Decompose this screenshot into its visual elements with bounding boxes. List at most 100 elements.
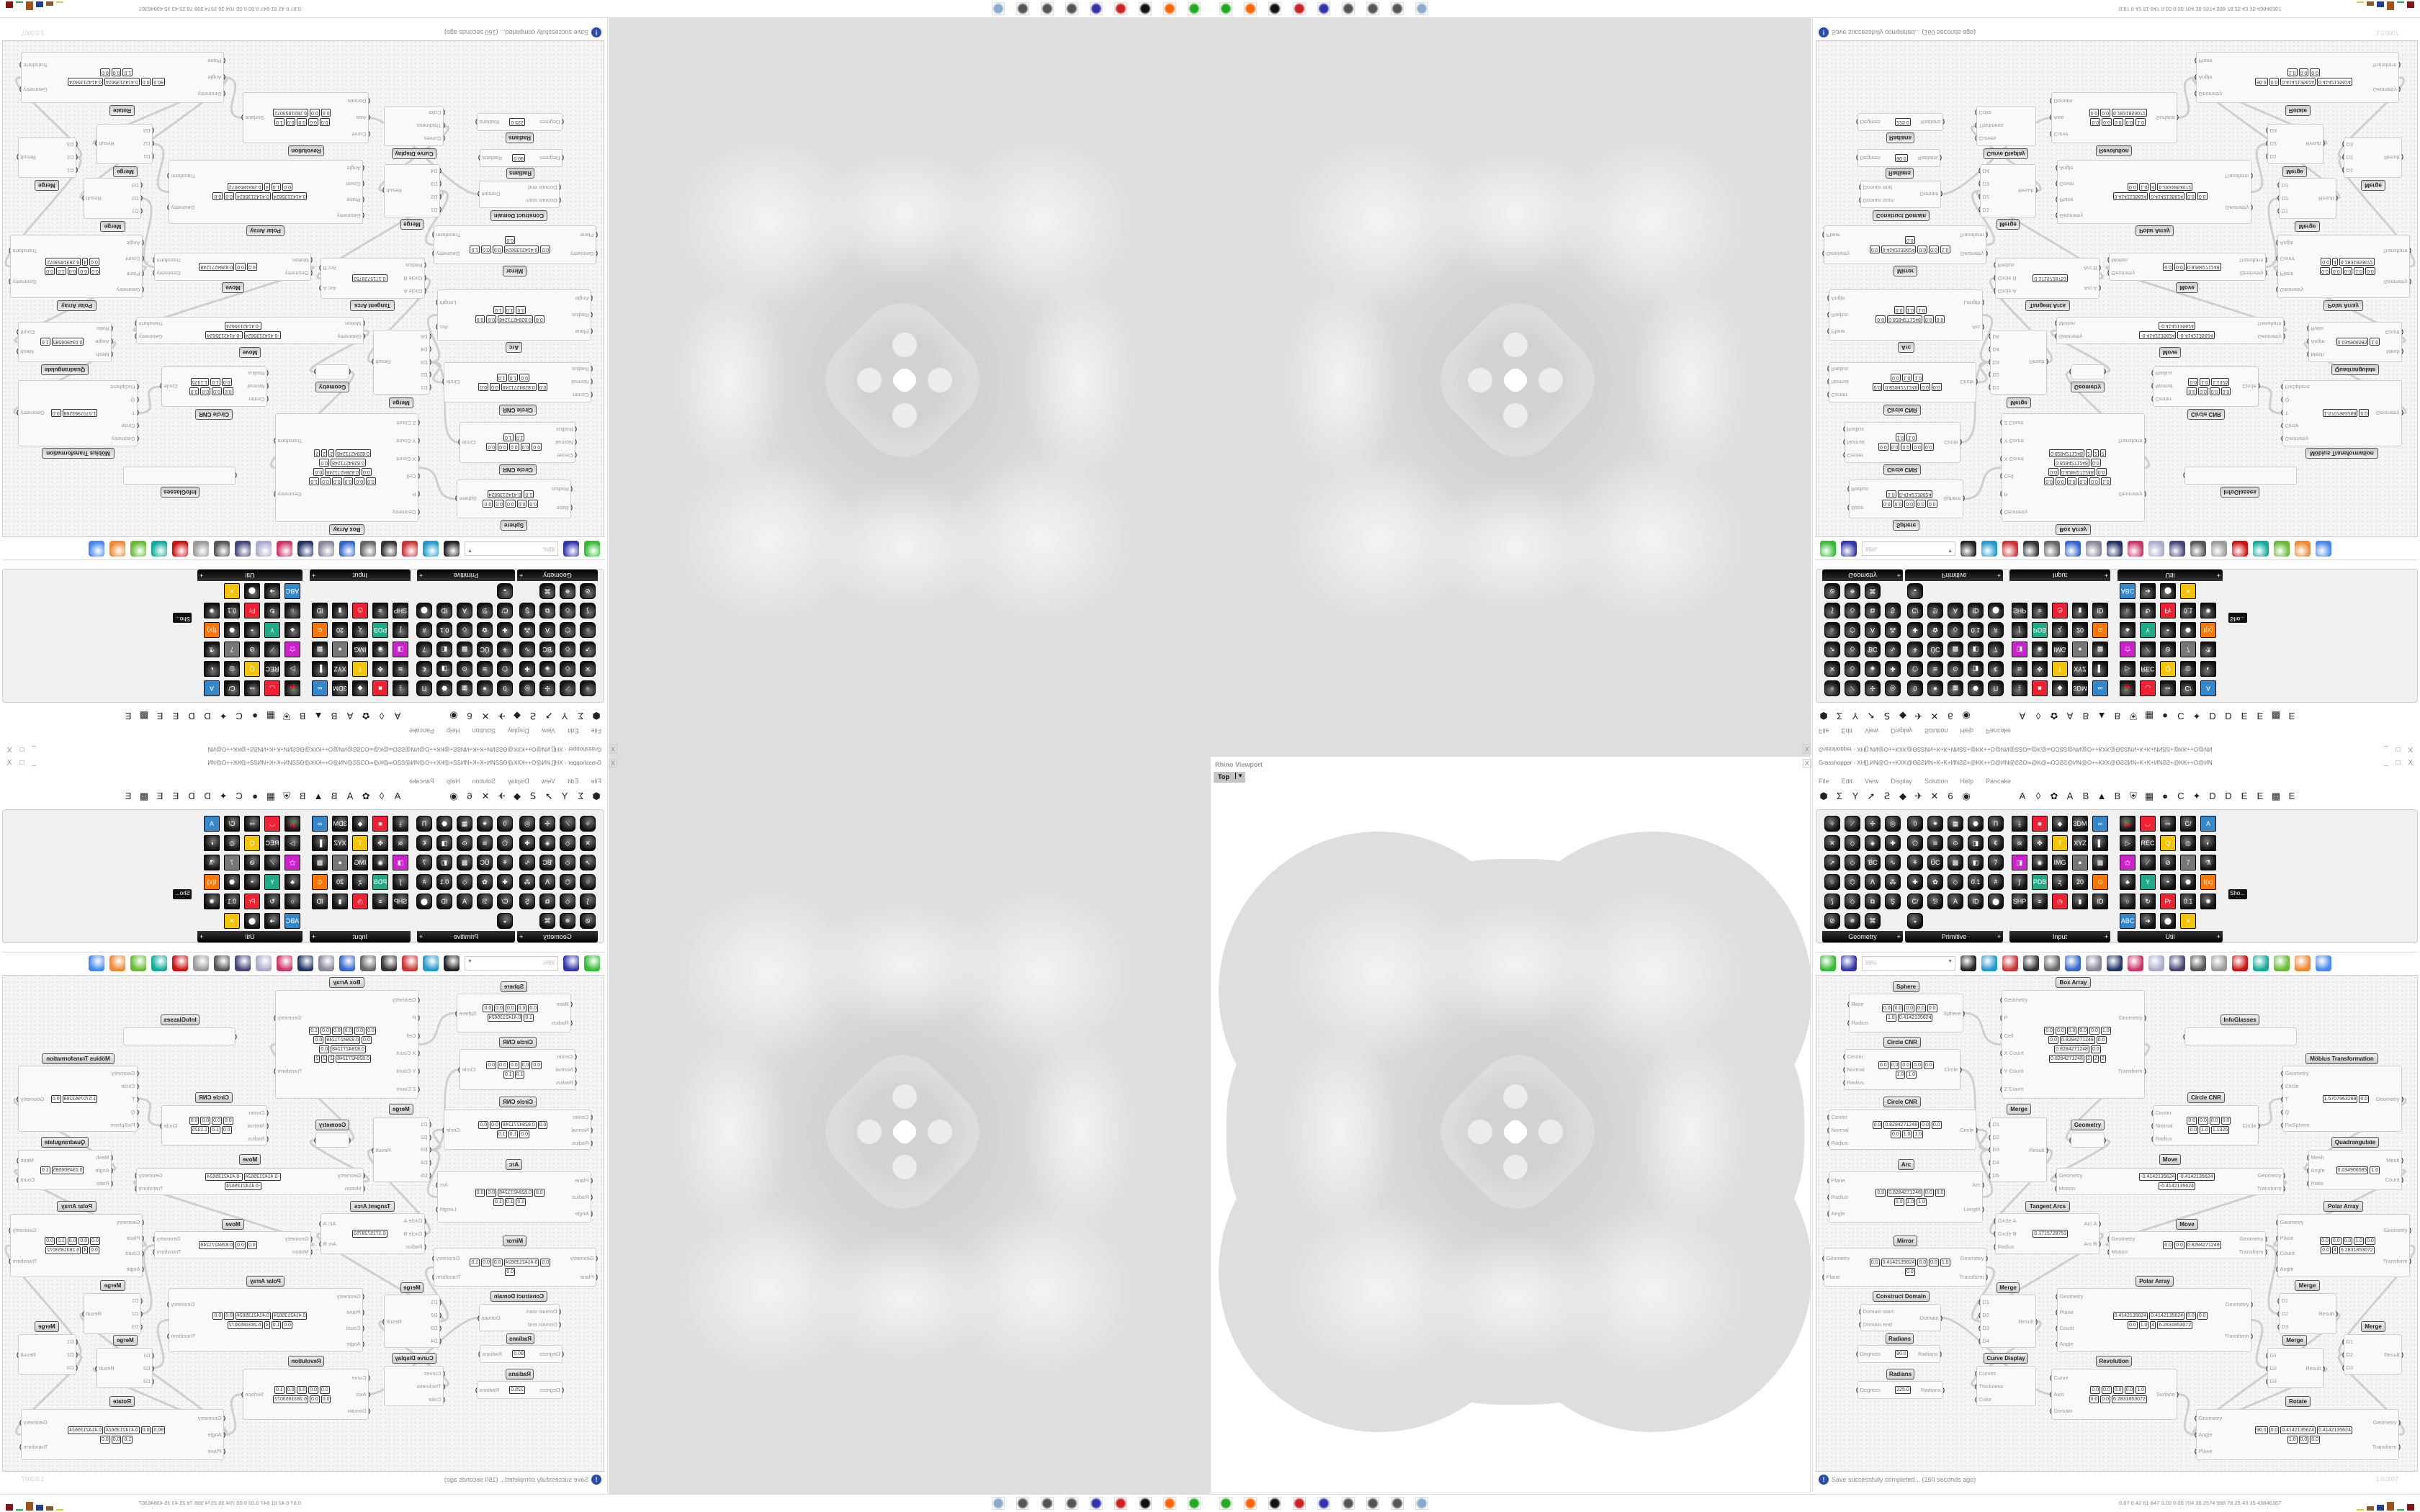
- component-node[interactable]: D1D2D3Result: [2267, 1348, 2323, 1388]
- input-param[interactable]: D2: [2277, 1310, 2289, 1317]
- tab-icon[interactable]: ⛨: [283, 711, 290, 721]
- component-icon[interactable]: ✵: [1845, 913, 1860, 929]
- menu-edit[interactable]: Edit: [567, 778, 579, 785]
- menu-edit[interactable]: Edit: [1841, 727, 1853, 734]
- node-title[interactable]: Radians: [1886, 1333, 1914, 1344]
- input-param[interactable]: D4: [1978, 168, 1990, 175]
- value-field[interactable]: 2: [2085, 1054, 2092, 1063]
- component-icon[interactable]: Pr: [2160, 894, 2176, 909]
- input-param[interactable]: D2: [2277, 195, 2289, 202]
- menu-pancake[interactable]: Pancake: [409, 778, 435, 785]
- output-param[interactable]: Transform: [2257, 321, 2285, 328]
- component-icon[interactable]: Π: [416, 816, 432, 832]
- value-field[interactable]: 1.0: [1901, 1130, 1912, 1138]
- component-icon[interactable]: ⚘: [1907, 855, 1923, 870]
- input-param[interactable]: D2: [1989, 372, 2000, 378]
- component-node[interactable]: D1D2D3Result: [2344, 1334, 2402, 1374]
- value-field[interactable]: 0.4142135624: [2280, 78, 2316, 86]
- tab-icon[interactable]: ✕: [481, 711, 490, 721]
- value-field[interactable]: 1.0: [309, 477, 320, 486]
- input-param[interactable]: Count: [337, 1325, 364, 1331]
- input-param[interactable]: Z Count: [2000, 1086, 2027, 1092]
- component-icon[interactable]: Q: [2160, 835, 2176, 851]
- input-param[interactable]: Domain start: [1859, 1308, 1894, 1315]
- component-node[interactable]: GeometryPlaneGeometryTransform0.00.41421…: [1824, 225, 1986, 264]
- blue-sphere-icon[interactable]: [2316, 955, 2331, 971]
- value-field[interactable]: 0.0: [321, 1395, 331, 1403]
- component-icon[interactable]: ÜC: [477, 642, 493, 657]
- output-param[interactable]: Geometry: [2257, 1172, 2285, 1179]
- value-field[interactable]: 0.0: [1912, 443, 1922, 451]
- input-param[interactable]: X Count: [2000, 1050, 2027, 1056]
- input-param[interactable]: Geometry: [2281, 436, 2310, 443]
- output-param[interactable]: Result: [2318, 1310, 2338, 1317]
- component-icon[interactable]: ≋: [2012, 661, 2027, 677]
- component-icon[interactable]: ≋: [1927, 835, 1943, 851]
- output-param[interactable]: Geometry: [2376, 1096, 2403, 1102]
- tab-icon[interactable]: B: [2082, 711, 2089, 721]
- input-param[interactable]: Degrees: [1856, 155, 1881, 161]
- input-param[interactable]: X Count: [2000, 456, 2027, 462]
- component-node[interactable]: [2184, 1027, 2297, 1045]
- output-param[interactable]: Result: [2305, 1365, 2325, 1372]
- component-icon[interactable]: 🍒: [2120, 680, 2136, 696]
- component-icon[interactable]: REC: [2140, 661, 2156, 677]
- component-icon[interactable]: ◐: [2200, 835, 2216, 851]
- tab-icon[interactable]: E: [156, 711, 163, 721]
- value-field[interactable]: 0.0: [505, 1004, 516, 1012]
- component-icon[interactable]: ➚: [1824, 855, 1840, 870]
- output-param[interactable]: Transform: [167, 173, 196, 179]
- value-field[interactable]: 0.0: [1894, 1197, 1904, 1206]
- value-field[interactable]: 0.0: [1878, 443, 1888, 451]
- input-param[interactable]: Curve: [2050, 131, 2072, 138]
- node-title[interactable]: Move: [2159, 1154, 2181, 1165]
- value-field[interactable]: 0.0: [297, 118, 308, 127]
- component-node[interactable]: CenterNormalRadiusCircle0.00.00.00.00.01…: [460, 422, 575, 463]
- input-param[interactable]: D1: [143, 1352, 154, 1359]
- component-icon[interactable]: 0.1: [2180, 894, 2196, 909]
- value-field[interactable]: 1.0: [309, 1026, 320, 1035]
- node-title[interactable]: Circle CNR: [1883, 1037, 1921, 1048]
- output-param[interactable]: Sphere: [1943, 1010, 1965, 1017]
- component-icon[interactable]: ✢: [1865, 680, 1881, 696]
- floppy-64-icon[interactable]: [1317, 1497, 1330, 1510]
- input-param[interactable]: D4: [1989, 346, 2000, 353]
- component-icon[interactable]: ⟆: [580, 603, 596, 618]
- tab-icon[interactable]: ▲: [313, 791, 323, 801]
- component-icon[interactable]: ▩: [2092, 642, 2108, 657]
- input-param[interactable]: Count: [337, 181, 364, 187]
- node-title[interactable]: Revolution: [288, 145, 324, 156]
- value-field[interactable]: 0.0: [313, 1035, 324, 1044]
- component-icon[interactable]: ⊘: [580, 583, 596, 599]
- component-icon[interactable]: ID: [1968, 894, 1984, 909]
- value-field[interactable]: 0.0: [516, 306, 526, 315]
- input-param[interactable]: D3: [143, 1378, 154, 1385]
- component-node[interactable]: BaseRadiusSphere0.00.00.00.00.01.00.4142…: [1849, 994, 1963, 1032]
- component-icon[interactable]: 🍒: [284, 816, 300, 832]
- node-title[interactable]: Geometry: [315, 1120, 349, 1130]
- component-icon[interactable]: #: [416, 622, 432, 638]
- input-param[interactable]: Q: [2281, 1109, 2310, 1115]
- menu-edit[interactable]: Edit: [567, 727, 579, 734]
- input-param[interactable]: D1: [431, 207, 442, 214]
- package-icon[interactable]: [2128, 541, 2143, 557]
- component-icon[interactable]: ◨: [1968, 835, 1984, 851]
- component-icon[interactable]: T: [2052, 661, 2068, 677]
- output-param[interactable]: Arc B: [2084, 1241, 2101, 1247]
- component-icon[interactable]: ♣: [284, 622, 300, 638]
- component-icon[interactable]: 7: [224, 855, 240, 870]
- value-field[interactable]: 0.0: [505, 500, 516, 508]
- component-icon[interactable]: REC: [264, 661, 280, 677]
- input-param[interactable]: Circle A: [403, 1218, 426, 1224]
- output-param[interactable]: Geometry: [2372, 86, 2401, 93]
- tab-icon[interactable]: Ꙅ: [529, 711, 537, 721]
- component-icon[interactable]: ◒: [1907, 583, 1923, 599]
- tab-icon[interactable]: ▲: [313, 711, 323, 721]
- node-title[interactable]: Quadrangulate: [41, 1137, 89, 1148]
- component-icon[interactable]: ⇨: [244, 680, 260, 696]
- input-param[interactable]: D1: [421, 384, 431, 391]
- value-field[interactable]: 0.0: [2055, 477, 2066, 486]
- input-param[interactable]: Angle: [572, 295, 593, 302]
- sketch-pen-icon[interactable]: [402, 541, 418, 557]
- input-param[interactable]: Geometry: [2107, 270, 2136, 276]
